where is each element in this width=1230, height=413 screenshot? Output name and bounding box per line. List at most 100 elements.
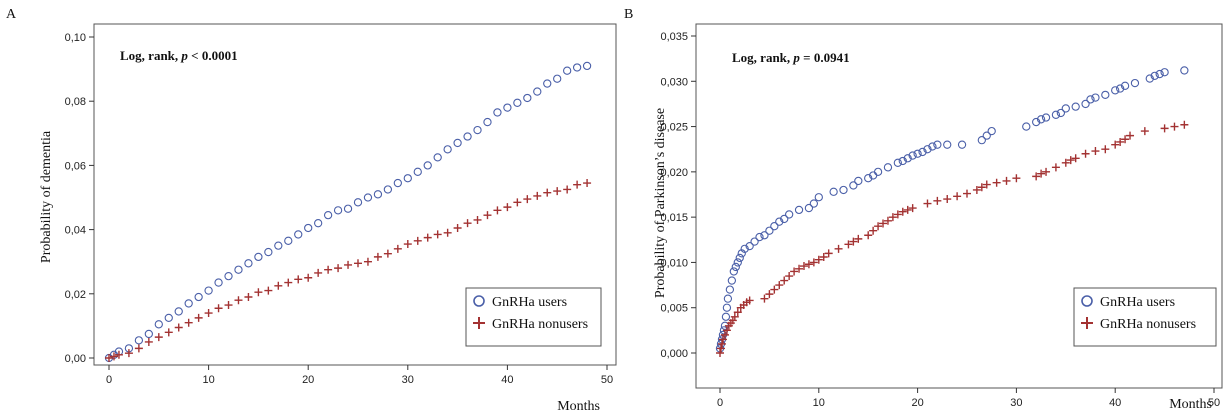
chart-panel-b: B 0,000 0,005 0,010 0,015 0,020 0,025 0,030 0,03… [624,7,1223,412]
data-point [463,219,472,228]
data-point [363,193,373,202]
data-point [735,253,744,263]
data-point [353,198,363,207]
data-point [1115,84,1125,93]
data-point [154,333,163,342]
y-tick-label: 0,04 [65,225,86,237]
data-point [1160,124,1169,133]
data-point [1032,117,1041,127]
data-point [423,161,432,170]
data-point [1130,78,1140,88]
x-tick-label: 50 [1208,397,1220,409]
data-point [244,293,253,302]
data-point [869,226,878,235]
data-point [864,174,873,183]
data-point [523,195,532,204]
x-tick-label: 30 [1010,397,1022,409]
data-point [1037,169,1046,178]
data-point [264,247,273,257]
y-tick-label: 0,08 [65,96,86,108]
data-point [1041,113,1051,122]
data-point [839,185,848,195]
data-point [1022,122,1031,131]
series-users [715,66,1189,353]
y-tick-label: 0,010 [660,257,688,269]
data-point [1160,68,1169,77]
data-point [1091,93,1100,102]
x-axis-title: Months [557,399,600,413]
data-point [194,292,203,302]
data-point [913,149,922,158]
x-tick-label: 50 [601,374,613,386]
data-point [903,205,912,214]
data-point [898,156,907,166]
y-axis-title: Probability of dementia [39,130,54,263]
chart-panel-a: A 0,00 0,02 0,04 0,06 0,08 0,10 0 10 20 30 40 50 Prob… [6,7,617,413]
data-point [760,231,769,240]
data-point [824,249,833,258]
data-point [284,278,293,287]
data-point [844,240,853,249]
data-point [134,344,143,353]
data-point [1111,140,1120,149]
data-point [729,267,738,276]
data-point [323,211,333,220]
data-point [503,103,512,112]
data-point [274,241,283,250]
x-tick-label: 30 [402,374,414,386]
data-point [987,126,996,136]
data-point [723,294,733,303]
data-point [393,178,402,188]
data-point [785,272,794,281]
data-point [874,222,883,231]
x-tick-label: 20 [911,397,923,409]
data-point [214,278,223,287]
annotation-suffix: < 0.0001 [188,48,238,63]
data-point [284,236,293,245]
data-point [814,193,823,202]
y-tick-label: 0,10 [65,32,86,44]
data-point [1140,127,1149,136]
data-point [1051,163,1060,172]
x-tick-label: 10 [813,397,825,409]
data-point [1121,135,1130,144]
legend-entry-label: GnRHa users [492,295,567,310]
data-point [1150,71,1159,81]
data-point [716,344,725,353]
data-point [943,140,952,149]
data-point [977,183,986,192]
data-point [254,252,263,262]
annotation-p: p [180,48,188,63]
data-point [879,219,888,228]
data-point [1111,86,1120,95]
data-point [780,276,789,285]
data-point [294,230,303,239]
data-point [794,205,804,215]
data-point [727,276,737,285]
data-point [718,335,727,344]
y-tick-label: 0,030 [660,76,688,88]
data-point [344,260,353,269]
data-point [393,244,402,253]
data-point [888,213,897,222]
data-point [503,203,512,212]
data-point [184,318,193,327]
legend: GnRHa users GnRHa nonusers [1073,287,1217,347]
data-point [543,79,552,88]
data-point [523,93,532,103]
data-point [383,185,393,194]
plot-frame [695,23,1223,389]
y-tick-label: 0,00 [65,353,86,365]
data-point [733,308,742,317]
annotation-prefix: Log, rank, [732,50,793,65]
data-point [224,271,233,281]
data-point [1061,158,1070,167]
data-point [294,275,303,284]
data-point [731,262,740,272]
data-point [1002,176,1011,185]
data-point [737,249,746,258]
data-point [473,215,482,224]
y-tick-label: 0,000 [660,348,688,360]
data-point [1051,110,1061,119]
data-point [363,257,372,266]
